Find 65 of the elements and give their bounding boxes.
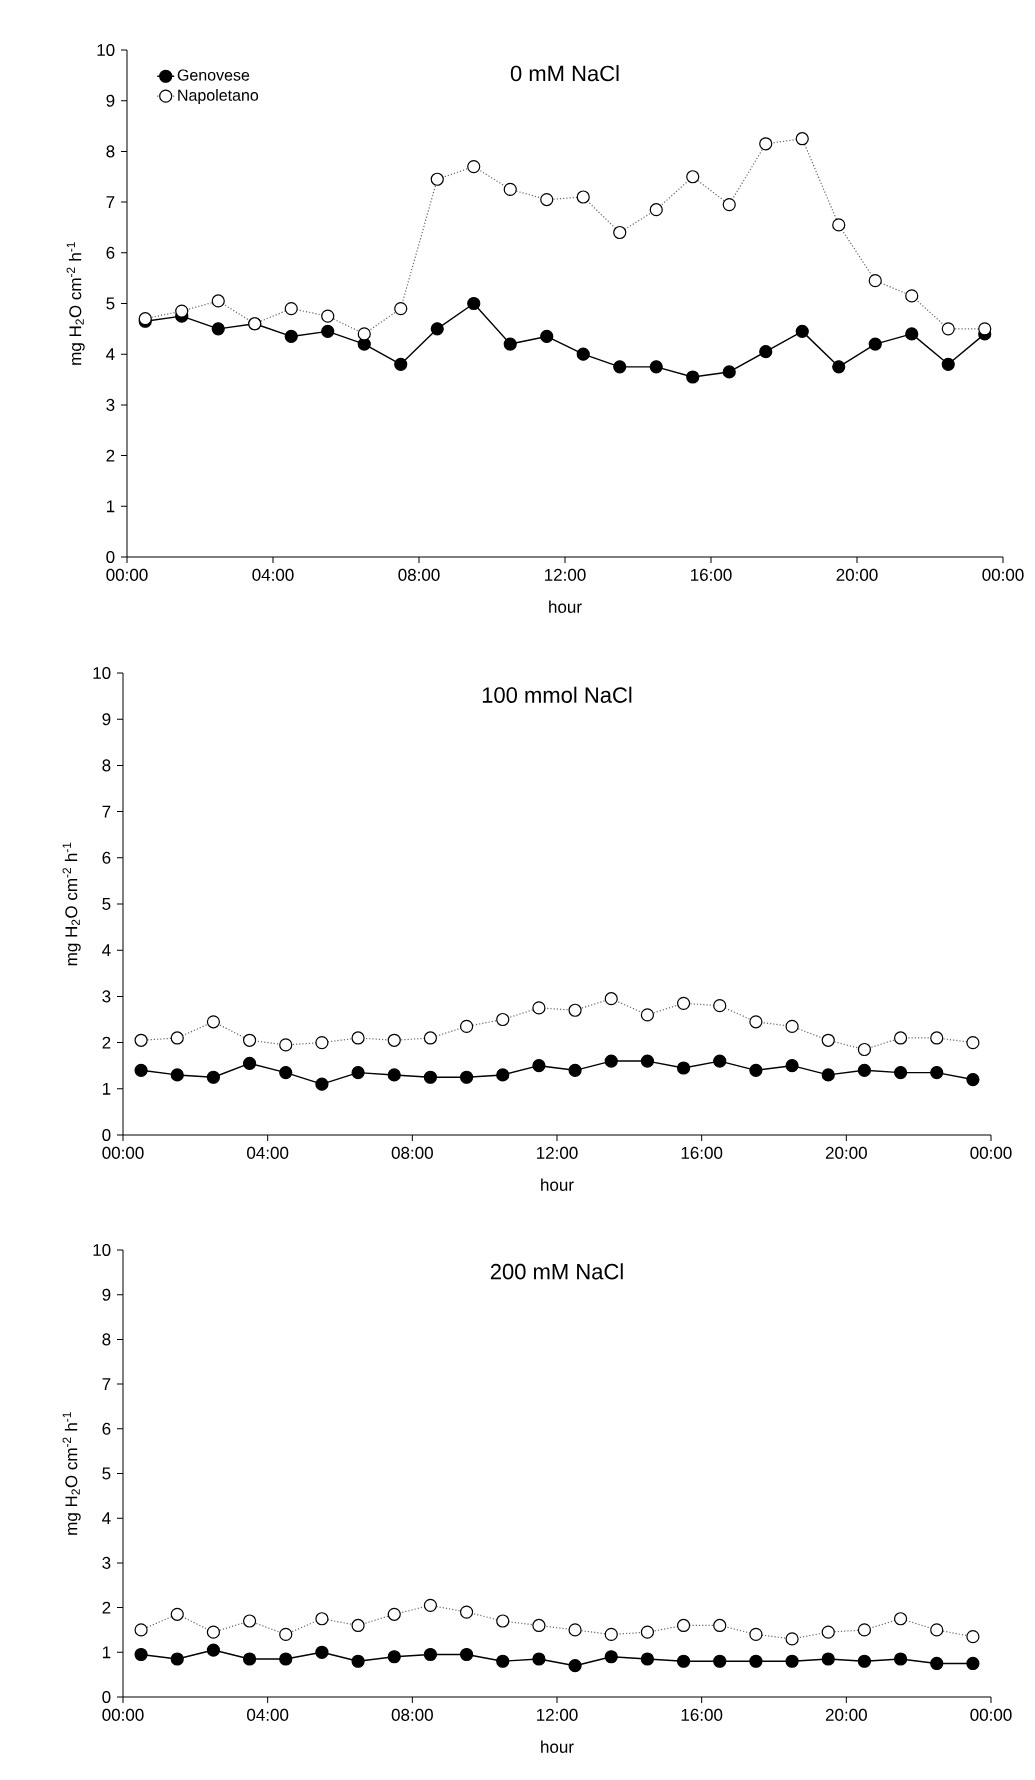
y-tick-label: 7: [102, 1378, 111, 1390]
y-tick-label: 5: [102, 898, 111, 910]
y-tick-label: 3: [102, 1556, 111, 1569]
x-tick-label: 08:00: [391, 1708, 433, 1721]
y-tick-label: 1: [102, 1082, 111, 1095]
y-tick-label: 1: [102, 1646, 111, 1659]
x-tick-label: 20:00: [825, 1708, 867, 1721]
chart-title: 100 mmol NaCl: [482, 686, 632, 703]
x-axis-title: hour: [541, 1740, 574, 1753]
x-tick-label: 12:00: [537, 1146, 578, 1159]
x-tick-label: 04:00: [252, 568, 294, 581]
x-tick-label: 16:00: [681, 1708, 723, 1721]
x-tick-label: 04:00: [247, 1146, 289, 1159]
y-tick-label: 4: [106, 348, 115, 361]
y-tick-label: 2: [106, 449, 115, 462]
x-tick-label: 16:00: [681, 1146, 723, 1159]
x-tick-label: 00:00: [970, 1708, 1012, 1721]
x-tick-label: 16:00: [691, 568, 732, 581]
y-tick-label: 8: [102, 1333, 111, 1346]
y-axis-title: mg H$_{2}$O cm$^{-2}$ h$^{-1}$: [62, 842, 81, 966]
y-tick-label: 9: [102, 1288, 111, 1301]
y-tick-label: 3: [102, 990, 111, 1003]
y-tick-label: 0: [106, 550, 115, 564]
x-tick-label: 20:00: [836, 568, 878, 581]
x-tick-label: 00:00: [106, 568, 148, 581]
y-tick-label: 6: [102, 851, 111, 864]
y-tick-label: 9: [106, 94, 115, 107]
legend-label: Napoletano: [178, 89, 259, 105]
x-tick-label: 00:00: [982, 568, 1024, 581]
y-tick-label: 5: [102, 1467, 111, 1480]
y-tick-label: 6: [102, 1422, 111, 1435]
x-tick-label: 08:00: [391, 1146, 433, 1159]
y-tick-label: 2: [102, 1036, 111, 1049]
x-tick-label: 00:00: [970, 1146, 1012, 1159]
y-tick-label: 4: [102, 944, 111, 957]
x-tick-label: 20:00: [825, 1146, 867, 1159]
y-tick-label: 2: [102, 1601, 111, 1614]
y-tick-label: 1: [106, 500, 115, 513]
y-tick-label: 9: [102, 713, 111, 726]
y-tick-label: 4: [102, 1512, 111, 1525]
y-tick-label: 7: [106, 196, 115, 208]
x-tick-label: 04:00: [247, 1708, 289, 1721]
y-tick-label: 10: [97, 43, 115, 57]
x-axis-title: hour: [541, 1178, 574, 1191]
x-tick-label: 12:00: [537, 1708, 578, 1721]
y-tick-label: 8: [106, 145, 115, 158]
y-tick-label: 10: [93, 666, 111, 680]
y-tick-label: 10: [93, 1243, 111, 1257]
x-tick-label: 12:00: [545, 568, 586, 581]
y-tick-label: 8: [102, 759, 111, 772]
x-tick-label: 08:00: [398, 568, 440, 581]
x-tick-label: 00:00: [102, 1146, 144, 1159]
y-tick-label: 3: [106, 398, 115, 411]
y-tick-label: 5: [106, 297, 115, 310]
x-axis-title: hour: [549, 600, 582, 613]
legend-label: Genovese: [177, 69, 250, 81]
y-axis-title: mg H$_{2}$O cm$^{-2}$ h$^{-1}$: [66, 242, 85, 365]
x-tick-label: 00:00: [102, 1708, 144, 1721]
y-tick-label: 0: [102, 1690, 111, 1704]
y-tick-label: 6: [106, 246, 115, 259]
y-tick-label: 7: [102, 805, 111, 818]
y-tick-label: 0: [102, 1128, 111, 1142]
text: 0 mM NaCl: [510, 65, 619, 82]
chart-title: 200 mM NaCl: [490, 1263, 623, 1280]
y-axis-title: mg H$_{2}$O cm$^{-2}$ h$^{-1}$: [62, 1412, 81, 1535]
